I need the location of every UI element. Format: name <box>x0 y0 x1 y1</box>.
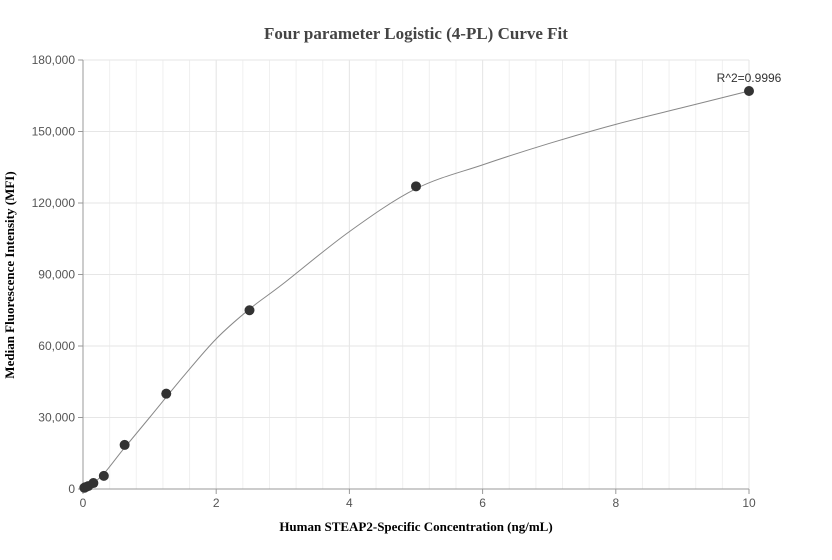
r-squared-annotation: R^2=0.9996 <box>717 71 782 85</box>
y-tick-label: 90,000 <box>38 268 75 282</box>
data-point <box>244 305 255 316</box>
grid <box>82 59 750 490</box>
x-tick-label: 4 <box>346 496 353 510</box>
data-point <box>119 439 130 450</box>
y-tick-label: 30,000 <box>38 411 75 425</box>
data-point <box>161 388 172 399</box>
data-point <box>411 181 421 192</box>
y-tick-label: 120,000 <box>32 196 76 210</box>
chart-title: Four parameter Logistic (4-PL) Curve Fit <box>264 24 568 43</box>
y-axis-ticks: 0 30,000 60,000 90,000 120,000 150,000 180,000 <box>32 53 83 496</box>
data-point <box>744 85 754 96</box>
data-points <box>79 85 754 493</box>
x-tick-label: 2 <box>213 496 220 510</box>
x-tick-label: 10 <box>742 496 756 510</box>
x-axis-label: Human STEAP2-Specific Concentration (ng/… <box>279 519 552 534</box>
x-tick-label: 0 <box>80 496 87 510</box>
y-tick-label: 60,000 <box>38 339 75 353</box>
y-axis-label: Median Fluorescence Intensity (MFI) <box>2 171 17 378</box>
data-point <box>98 470 109 481</box>
x-axis-ticks: 0 2 4 6 8 10 <box>80 489 756 510</box>
x-tick-label: 8 <box>612 496 619 510</box>
y-tick-label: 150,000 <box>32 125 76 139</box>
y-tick-label: 0 <box>68 482 75 496</box>
x-tick-label: 6 <box>479 496 486 510</box>
y-tick-label: 180,000 <box>32 53 76 67</box>
fit-curve <box>82 90 750 490</box>
data-point <box>88 478 99 489</box>
